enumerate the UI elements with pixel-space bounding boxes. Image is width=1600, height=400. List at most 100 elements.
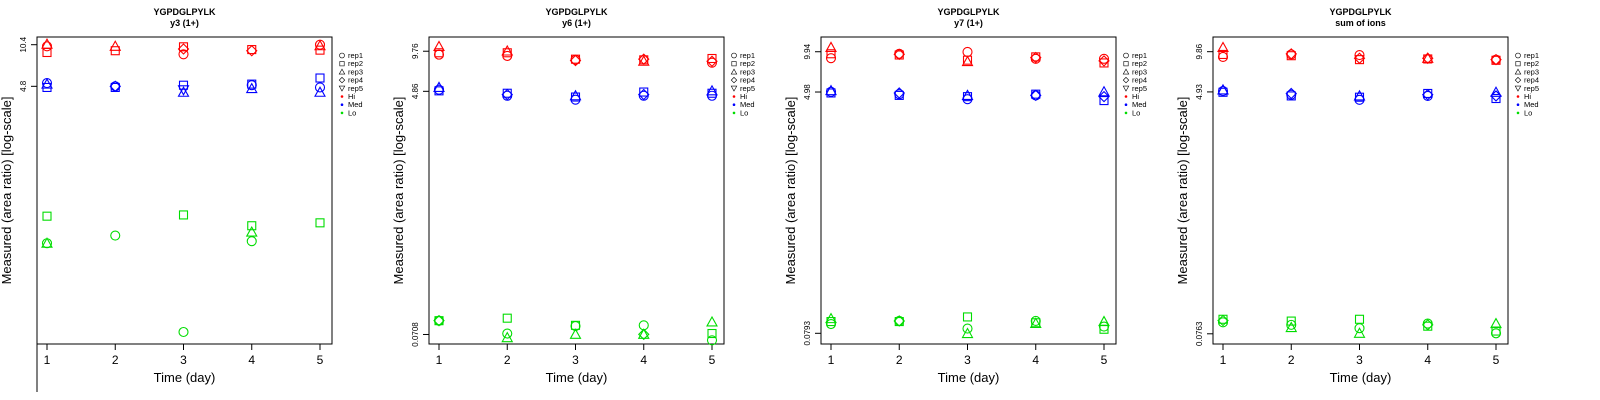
y-tick-label: 0.0708	[411, 322, 420, 347]
data-point	[569, 89, 582, 101]
y-tick-label: 4.8	[19, 80, 28, 92]
data-point	[1490, 90, 1502, 102]
data-point	[245, 82, 258, 94]
data-point	[1285, 87, 1298, 100]
series-med	[433, 81, 718, 105]
y-axis-label: Measured (area ratio) [log-scale]	[391, 97, 406, 285]
data-point	[1098, 321, 1110, 332]
chart-subtitle: y3 (1+)	[170, 18, 199, 28]
data-point	[315, 218, 325, 228]
data-point	[893, 48, 906, 61]
data-point	[1490, 86, 1502, 97]
legend-marker	[1514, 76, 1522, 84]
data-point	[178, 49, 189, 60]
legend-label-hi: Hi	[1524, 92, 1531, 101]
x-axis-label: Time (day)	[1330, 370, 1392, 385]
y-tick-label: 10.4	[19, 36, 28, 52]
data-point	[826, 49, 836, 59]
data-point	[246, 236, 257, 247]
legend-label-rep4: rep4	[348, 76, 363, 85]
x-tick-label: 1	[44, 353, 51, 367]
legend-label-hi: Hi	[1132, 92, 1139, 101]
data-point	[434, 86, 444, 96]
y-tick-label: 4.93	[1195, 84, 1204, 100]
x-tick-label: 4	[1032, 353, 1039, 367]
legend-label-rep5: rep5	[348, 84, 363, 93]
legend-dot	[1516, 95, 1520, 98]
x-tick-label: 3	[572, 353, 579, 367]
legend-label-rep5: rep5	[1132, 84, 1147, 93]
data-point	[893, 315, 906, 327]
data-point	[825, 312, 837, 324]
data-point	[41, 41, 53, 52]
y-tick-label: 4.98	[803, 84, 812, 100]
chart-subtitle: y7 (1+)	[954, 18, 983, 28]
data-point	[1217, 51, 1229, 63]
x-tick-label: 2	[112, 353, 119, 367]
legend-marker	[731, 61, 737, 67]
series-med	[825, 84, 1110, 106]
data-point	[893, 87, 906, 99]
data-point	[962, 323, 973, 334]
data-point	[502, 328, 513, 339]
data-point	[178, 42, 189, 52]
legend-dot	[732, 95, 736, 98]
data-point	[961, 55, 974, 67]
data-point	[109, 40, 122, 51]
chart-subtitle: y6 (1+)	[562, 18, 591, 28]
data-point	[1218, 49, 1228, 60]
legend-label-rep4: rep4	[740, 76, 755, 85]
data-point	[178, 80, 189, 90]
x-axis-label: Time (day)	[938, 370, 1000, 385]
legend-label-rep1: rep1	[348, 51, 363, 60]
chart-title: YGPDGLPYLK	[545, 7, 608, 17]
x-tick-label: 1	[828, 353, 835, 367]
legend-label-rep5: rep5	[740, 84, 755, 93]
legend-dot	[340, 95, 344, 98]
data-point	[706, 55, 718, 68]
y-tick-label: 0.0763	[1195, 321, 1204, 346]
data-point	[1286, 316, 1296, 326]
y-axis-label: Measured (area ratio) [log-scale]	[0, 97, 14, 285]
x-tick-label: 1	[1220, 353, 1227, 367]
legend-label-med: Med	[1524, 100, 1539, 109]
legend-label-rep2: rep2	[740, 59, 755, 68]
x-tick-label: 3	[180, 353, 187, 367]
data-point	[502, 313, 512, 323]
data-point	[962, 312, 973, 322]
legend-marker	[1514, 68, 1522, 75]
legend-dot	[340, 103, 344, 106]
y-tick-label: 9.76	[411, 43, 420, 59]
legend-marker	[338, 76, 346, 84]
data-point	[1099, 324, 1109, 334]
data-point	[177, 43, 190, 55]
data-point	[1217, 41, 1229, 53]
legend-marker	[1122, 68, 1130, 75]
legend-marker	[1122, 85, 1130, 92]
legend-label-rep5: rep5	[1524, 84, 1539, 93]
data-point	[433, 314, 445, 327]
legend-label-lo: Lo	[1524, 108, 1532, 117]
x-axis-label: Time (day)	[154, 370, 216, 385]
legend-marker	[730, 76, 738, 84]
legend-label-lo: Lo	[740, 108, 748, 117]
x-tick-label: 2	[896, 353, 903, 367]
legend-label-rep1: rep1	[1132, 51, 1147, 60]
data-point	[42, 211, 52, 221]
legend-marker	[338, 85, 346, 92]
legend-label-med: Med	[348, 100, 363, 109]
data-point	[1099, 96, 1109, 106]
series-hi	[825, 41, 1110, 68]
x-tick-label: 1	[436, 353, 443, 367]
data-point	[501, 44, 514, 56]
legend-label-lo: Lo	[348, 108, 356, 117]
data-point	[1029, 317, 1042, 328]
legend-label-rep3: rep3	[740, 67, 755, 76]
x-tick-label: 2	[504, 353, 511, 367]
data-point	[434, 316, 444, 326]
data-point	[569, 328, 582, 339]
x-axis-label: Time (day)	[546, 370, 608, 385]
